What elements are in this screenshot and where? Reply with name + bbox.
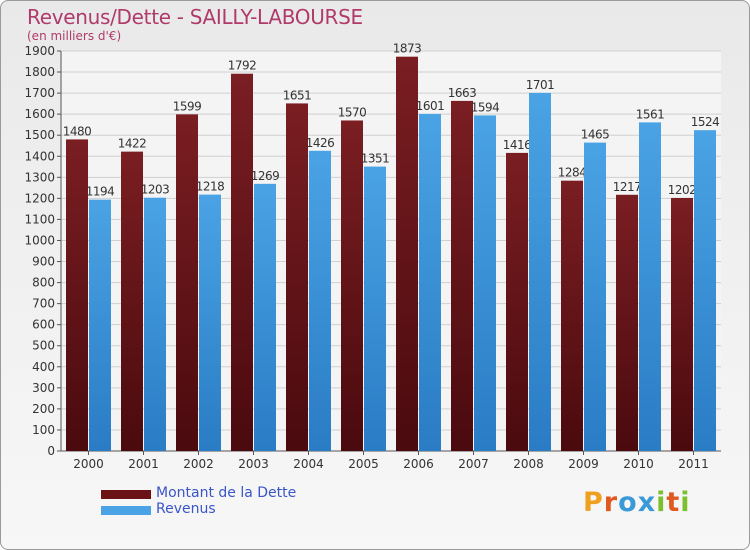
bar-revenue: [364, 166, 386, 451]
bar-debt: [671, 197, 693, 451]
logo-letter: P: [583, 487, 604, 518]
x-tick-label: 2003: [238, 457, 269, 471]
chart-unit-label: (en milliers d'€): [27, 29, 122, 43]
data-label-revenue: 1524: [691, 115, 720, 129]
y-tick-label: 1400: [24, 149, 55, 163]
bar-debt: [176, 114, 198, 452]
data-label-revenue: 1426: [306, 136, 335, 150]
y-tick-label: 1500: [24, 128, 55, 142]
y-tick-label: 1800: [24, 65, 55, 79]
data-label-debt: 1792: [228, 59, 257, 73]
data-label-debt: 1422: [118, 137, 147, 151]
bar-debt: [231, 73, 253, 451]
legend-label-debt: Montant de la Dette: [156, 485, 297, 501]
y-tick-label: 1700: [24, 86, 55, 100]
y-tick-label: 1100: [24, 212, 55, 226]
data-label-debt: 1416: [503, 138, 532, 152]
data-label-revenue: 1465: [581, 128, 610, 142]
data-label-revenue: 1701: [526, 78, 555, 92]
data-label-revenue: 1269: [251, 169, 280, 183]
x-tick-label: 2009: [568, 457, 599, 471]
proxiti-logo: Proxiti: [583, 487, 691, 518]
y-tick-label: 1300: [24, 170, 55, 184]
y-tick-label: 800: [32, 276, 55, 290]
x-tick-label: 2006: [403, 457, 434, 471]
bar-debt: [66, 139, 88, 451]
bar-debt: [341, 120, 363, 451]
data-label-revenue: 1561: [636, 107, 665, 121]
y-tick-label: 1600: [24, 107, 55, 121]
bar-debt: [121, 151, 143, 451]
legend-label-revenue: Revenus: [156, 501, 216, 517]
legend-swatch-revenue: [101, 506, 151, 515]
y-tick-label: 200: [32, 402, 55, 416]
x-tick-label: 2000: [73, 457, 104, 471]
y-tick-label: 600: [32, 318, 55, 332]
bar-revenue: [309, 150, 331, 451]
y-tick-label: 300: [32, 381, 55, 395]
data-label-debt: 1284: [558, 166, 587, 180]
legend-swatch-debt: [101, 490, 151, 499]
bar-revenue: [419, 113, 441, 452]
data-label-debt: 1217: [613, 180, 642, 194]
x-tick-label: 2005: [348, 457, 379, 471]
logo-letter: i: [680, 487, 691, 518]
data-label-revenue: 1601: [416, 99, 445, 113]
data-label-revenue: 1194: [86, 185, 115, 199]
y-tick-label: 100: [32, 423, 55, 437]
bar-debt: [286, 103, 308, 451]
data-label-revenue: 1203: [141, 183, 170, 197]
y-tick-label: 400: [32, 360, 55, 374]
x-tick-label: 2010: [623, 457, 654, 471]
logo-letter: r: [603, 487, 619, 518]
bar-debt: [396, 56, 418, 452]
y-tick-label: 0: [47, 444, 55, 458]
x-tick-label: 2002: [183, 457, 214, 471]
logo-letter: x: [637, 487, 657, 518]
bar-revenue: [199, 194, 221, 451]
y-tick-label: 1200: [24, 191, 55, 205]
data-label-debt: 1873: [393, 42, 422, 56]
bar-debt: [506, 152, 528, 452]
bar-debt: [451, 100, 473, 451]
data-label-debt: 1651: [283, 88, 312, 102]
x-tick-label: 2008: [513, 457, 544, 471]
bar-debt: [616, 194, 638, 451]
data-label-debt: 1570: [338, 105, 367, 119]
x-tick-label: 2004: [293, 457, 324, 471]
data-label-revenue: 1218: [196, 180, 225, 194]
bar-revenue: [639, 122, 661, 452]
data-label-debt: 1202: [668, 183, 697, 197]
logo-letter: o: [618, 487, 638, 518]
data-label-debt: 1663: [448, 86, 477, 100]
x-tick-label: 2007: [458, 457, 489, 471]
bar-revenue: [89, 199, 111, 451]
x-tick-label: 2001: [128, 457, 159, 471]
bar-revenue: [474, 115, 496, 451]
bar-revenue: [584, 142, 606, 451]
x-tick-label: 2011: [678, 457, 709, 471]
bar-revenue: [254, 183, 276, 451]
plot-area: [61, 51, 721, 451]
bar-revenue: [529, 92, 551, 451]
bar-revenue: [694, 130, 716, 451]
y-tick-label: 1900: [24, 44, 55, 58]
data-label-revenue: 1351: [361, 152, 390, 166]
data-label-debt: 1599: [173, 99, 202, 113]
y-tick-label: 900: [32, 255, 55, 269]
data-label-revenue: 1594: [471, 100, 500, 114]
logo-letter: t: [666, 487, 681, 518]
y-tick-label: 700: [32, 297, 55, 311]
y-tick-label: 500: [32, 339, 55, 353]
logo-letter: i: [656, 487, 667, 518]
bar-revenue: [144, 197, 166, 451]
chart-title: Revenus/Dette - SAILLY-LABOURSE: [27, 5, 363, 29]
data-label-debt: 1480: [63, 124, 92, 138]
bar-debt: [561, 180, 583, 451]
y-tick-label: 1000: [24, 233, 55, 247]
